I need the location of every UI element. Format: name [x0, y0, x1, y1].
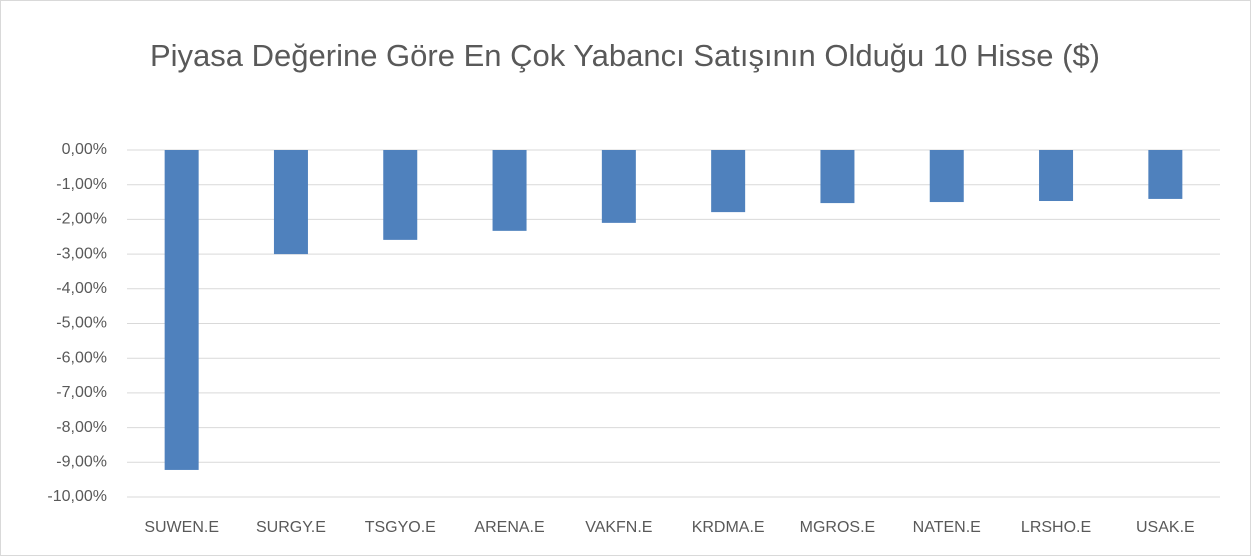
- x-tick-label: TSGYO.E: [365, 519, 436, 536]
- y-tick-label: -4,00%: [56, 280, 107, 297]
- bar: [711, 150, 746, 213]
- x-tick-label: KRDMA.E: [692, 519, 765, 536]
- y-tick-label: -7,00%: [56, 384, 107, 401]
- y-tick-label: -2,00%: [56, 211, 107, 228]
- x-tick-label: SUWEN.E: [144, 519, 219, 536]
- x-tick-label: ARENA.E: [474, 519, 544, 536]
- y-tick-label: -6,00%: [56, 349, 107, 366]
- bar: [492, 150, 527, 231]
- x-tick-label: USAK.E: [1136, 519, 1195, 536]
- y-tick-label: -5,00%: [56, 315, 107, 332]
- bar: [820, 150, 855, 204]
- x-tick-label: NATEN.E: [913, 519, 981, 536]
- x-tick-label: LRSHO.E: [1021, 519, 1091, 536]
- y-tick-label: 0,00%: [62, 141, 107, 158]
- x-tick-label: SURGY.E: [256, 519, 326, 536]
- y-tick-label: -9,00%: [56, 454, 107, 471]
- y-tick-label: -8,00%: [56, 419, 107, 436]
- x-tick-label: VAKFN.E: [585, 519, 652, 536]
- chart-title: Piyasa Değerine Göre En Çok Yabancı Satı…: [149, 38, 1101, 73]
- x-tick-label: MGROS.E: [800, 519, 876, 536]
- y-tick-label: -10,00%: [47, 488, 107, 505]
- bar: [383, 150, 418, 240]
- bar: [601, 150, 636, 223]
- bar: [1148, 150, 1183, 199]
- y-tick-label: -1,00%: [56, 176, 107, 193]
- bar: [929, 150, 964, 203]
- y-tick-label: -3,00%: [56, 245, 107, 262]
- bar: [164, 150, 199, 470]
- bar: [273, 150, 308, 255]
- bar: [1039, 150, 1074, 202]
